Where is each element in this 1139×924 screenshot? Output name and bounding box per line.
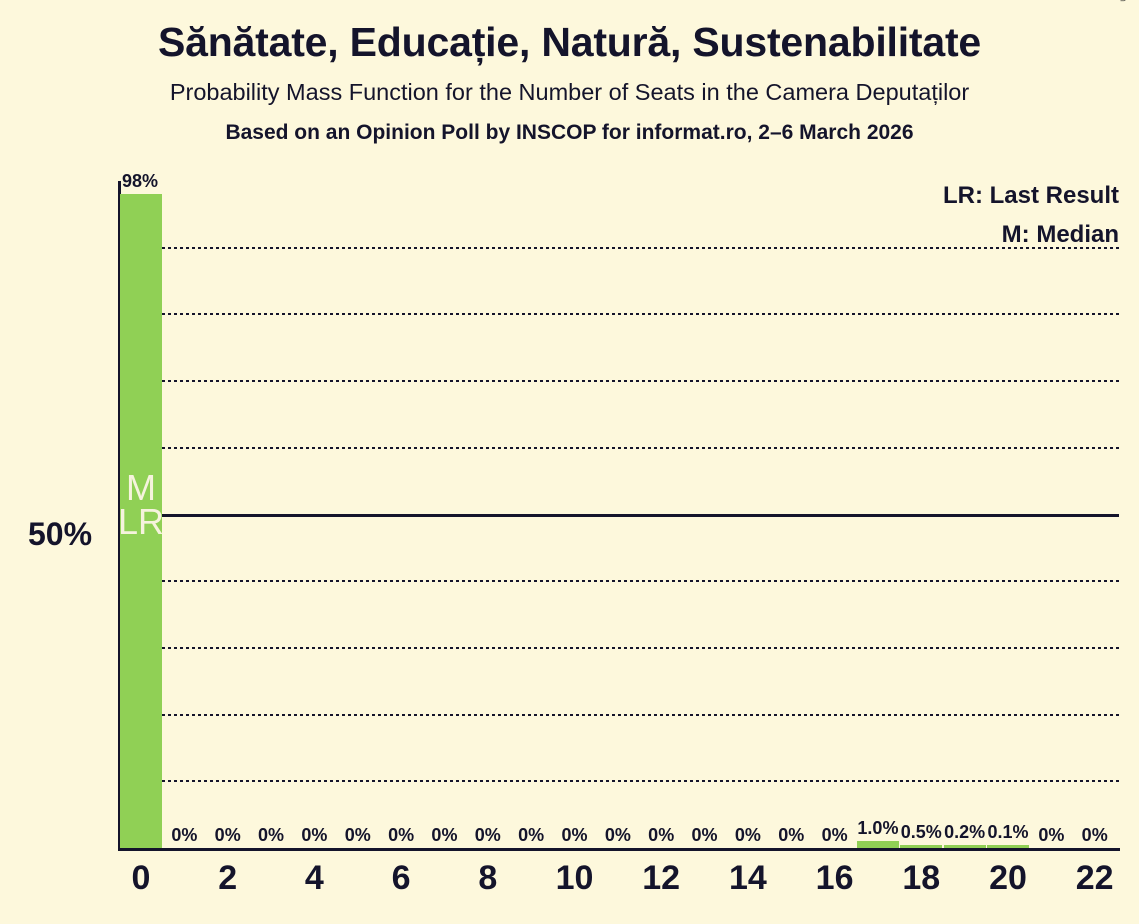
x-axis-tick-label: 12 [642, 859, 681, 897]
gridline [120, 313, 1119, 316]
bar-rect[interactable] [856, 841, 899, 848]
x-axis-tick-label: 10 [555, 859, 594, 897]
x-axis-tick-label: 22 [1075, 859, 1114, 897]
bar-column[interactable]: 0.1% [987, 181, 1029, 848]
bar-column[interactable]: 0% [423, 181, 465, 848]
x-axis-tick-label: 0 [131, 859, 151, 897]
bar-column[interactable]: 0% [727, 181, 769, 848]
copyright-text: © 2026 Filip van Laenen [1118, 0, 1129, 2]
gridline [120, 646, 1119, 649]
gridline [120, 580, 1119, 583]
bar-value-label: 0% [214, 825, 241, 845]
bar-column[interactable]: 0% [640, 181, 682, 848]
x-axis-tick-label: 20 [989, 859, 1027, 897]
bar-column[interactable]: 0% [1074, 181, 1116, 848]
bar-value-label: 0% [171, 825, 198, 845]
y-axis-label-50: 50% [28, 516, 93, 552]
bar-column[interactable]: 0% [770, 181, 812, 848]
plot-area: 98% M LR 0% 0% 0% 0% 0% 0% 0% 0% 0% 0% 0% 0% 0% 0% 0% 0% 1.… [117, 172, 1120, 895]
chart-source-note: Based on an Opinion Poll by INSCOP for i… [225, 121, 914, 145]
bar-column[interactable]: 0.5% [900, 181, 943, 848]
bar-value-label: 0% [648, 825, 675, 845]
x-axis-tick-label: 8 [478, 859, 498, 897]
bar-value-label: 98% [122, 171, 159, 192]
bar-column[interactable]: 0% [597, 181, 639, 848]
bar-column[interactable]: 98% M LR [117, 172, 165, 848]
bar-value-label: 0% [1081, 825, 1108, 845]
bar-value-label: 0.1% [987, 822, 1029, 842]
bar-column[interactable]: 0% [684, 181, 726, 848]
median-marker-label: M [126, 466, 156, 508]
bar-value-label: 1.0% [857, 818, 899, 839]
bar-value-label: 0% [821, 825, 848, 845]
bar-value-label: 0% [604, 825, 631, 845]
bar-value-label: 0% [518, 825, 545, 845]
gridline [120, 713, 1119, 716]
bar-column[interactable]: 0% [207, 181, 249, 848]
bar-value-label: 0.5% [900, 821, 942, 842]
bar-column[interactable]: 0% [293, 181, 335, 848]
bar-value-label: 0.2% [944, 822, 986, 842]
gridline [120, 446, 1119, 449]
x-axis-tick-label: 4 [304, 859, 324, 897]
bar-value-label: 0% [474, 825, 501, 845]
bar-column[interactable]: 0% [380, 181, 422, 848]
bar-column[interactable]: 0% [510, 181, 552, 848]
bar-value-label: 0% [431, 825, 458, 845]
bar-value-label: 0% [258, 825, 285, 845]
gridline [120, 780, 1119, 783]
bar-value-label: 0% [344, 825, 371, 845]
legend-item-median: M: Median [1001, 221, 1119, 248]
bar-rect[interactable] [987, 845, 1029, 848]
x-axis-tick-label: 2 [218, 859, 238, 897]
bar-column[interactable]: 0% [1030, 181, 1072, 848]
bar-rect[interactable] [900, 844, 943, 848]
legend-item-last-result: LR: Last Result [942, 182, 1119, 209]
copyright-notice: © 2026 Filip van Laenen [1118, 0, 1138, 142]
bar-rect[interactable] [120, 194, 162, 848]
x-axis-tick-label: 14 [728, 859, 767, 897]
chart-legend: LR: Last Result M: Median [943, 184, 1119, 262]
bar-column[interactable]: 0.2% [943, 181, 986, 848]
bar-rect[interactable] [943, 845, 986, 848]
chart-subtitle: Probability Mass Function for the Number… [169, 79, 970, 106]
y-axis-line [118, 181, 121, 848]
bar-column[interactable]: 0% [163, 181, 205, 848]
x-axis-line [118, 848, 1120, 851]
bar-value-label: 0% [561, 825, 588, 845]
last-result-marker-label: LR [117, 501, 165, 543]
x-axis-tick-label: 6 [391, 859, 411, 897]
x-axis-tick-label: 16 [815, 859, 854, 897]
page-title: Sănătate, Educație, Natură, Sustenabilit… [157, 19, 982, 65]
bar-value-label: 0% [301, 825, 328, 845]
bar-column[interactable]: 0% [467, 181, 509, 848]
gridline [120, 246, 1119, 249]
bar-value-label: 0% [691, 825, 718, 845]
bar-value-label: 0% [388, 825, 415, 845]
gridline-major-50 [120, 513, 1119, 517]
median-marker: M LR [117, 466, 165, 543]
bar-column[interactable]: 1.0% [856, 181, 899, 848]
bar-value-label: 0% [1038, 825, 1065, 845]
bar-column[interactable]: 0% [554, 181, 596, 848]
x-axis-tick-label: 18 [902, 859, 941, 897]
bar-value-label: 0% [734, 825, 761, 845]
bar-column[interactable]: 0% [814, 181, 856, 848]
gridline [120, 380, 1119, 383]
bar-value-label: 0% [778, 825, 805, 845]
bar-column[interactable]: 0% [337, 181, 379, 848]
bar-column[interactable]: 0% [250, 181, 292, 848]
chart-header: Sănătate, Educație, Natură, Sustenabilit… [0, 0, 1139, 144]
